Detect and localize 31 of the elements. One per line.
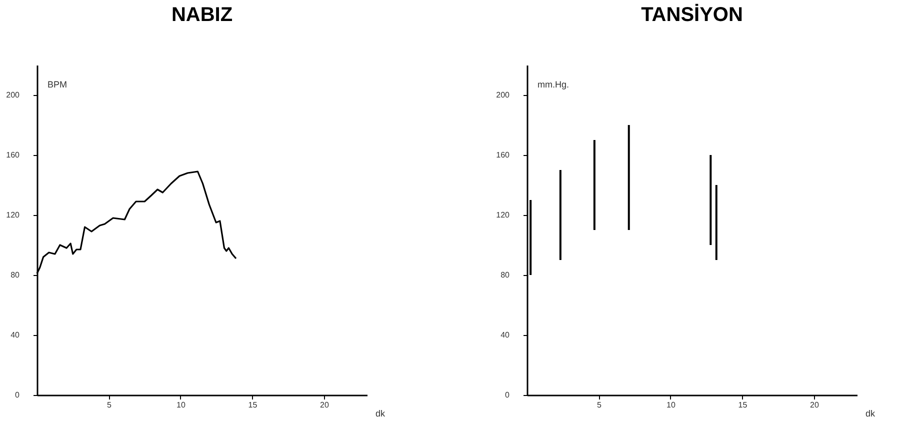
x-tick-label: 20	[320, 400, 330, 410]
y-tick-label: 40	[10, 330, 20, 340]
bar	[715, 185, 718, 260]
bar	[559, 170, 562, 260]
x-tick-label: 20	[810, 400, 820, 410]
x-tick-label: 10	[176, 400, 186, 410]
x-tick-label: 5	[597, 400, 602, 410]
y-tick-label: 160	[496, 150, 510, 160]
chart-title: TANSİYON	[641, 3, 743, 26]
y-tick-label: 200	[496, 90, 510, 100]
x-tick-label: 15	[738, 400, 748, 410]
x-axis-title: dk	[376, 408, 386, 418]
y-tick-label: 0	[15, 390, 20, 400]
y-tick-label: 0	[505, 390, 510, 400]
y-axis-title: BPM	[48, 80, 68, 90]
y-tick-label: 120	[6, 210, 20, 220]
y-tick-label: 160	[6, 150, 20, 160]
x-axis-title: dk	[866, 408, 876, 418]
y-tick-label: 200	[6, 90, 20, 100]
y-tick-label: 80	[10, 270, 20, 280]
bar	[710, 155, 712, 245]
x-tick-label: 5	[107, 400, 112, 410]
y-tick-label: 120	[496, 210, 510, 220]
x-tick-label: 15	[248, 400, 258, 410]
y-tick-label: 80	[500, 270, 510, 280]
y-axis-title: mm.Hg.	[538, 80, 569, 90]
chart-title: NABIZ	[171, 4, 233, 26]
bar	[593, 140, 596, 230]
y-tick-label: 40	[500, 330, 510, 340]
x-tick-label: 10	[666, 400, 676, 410]
bar	[628, 125, 630, 230]
